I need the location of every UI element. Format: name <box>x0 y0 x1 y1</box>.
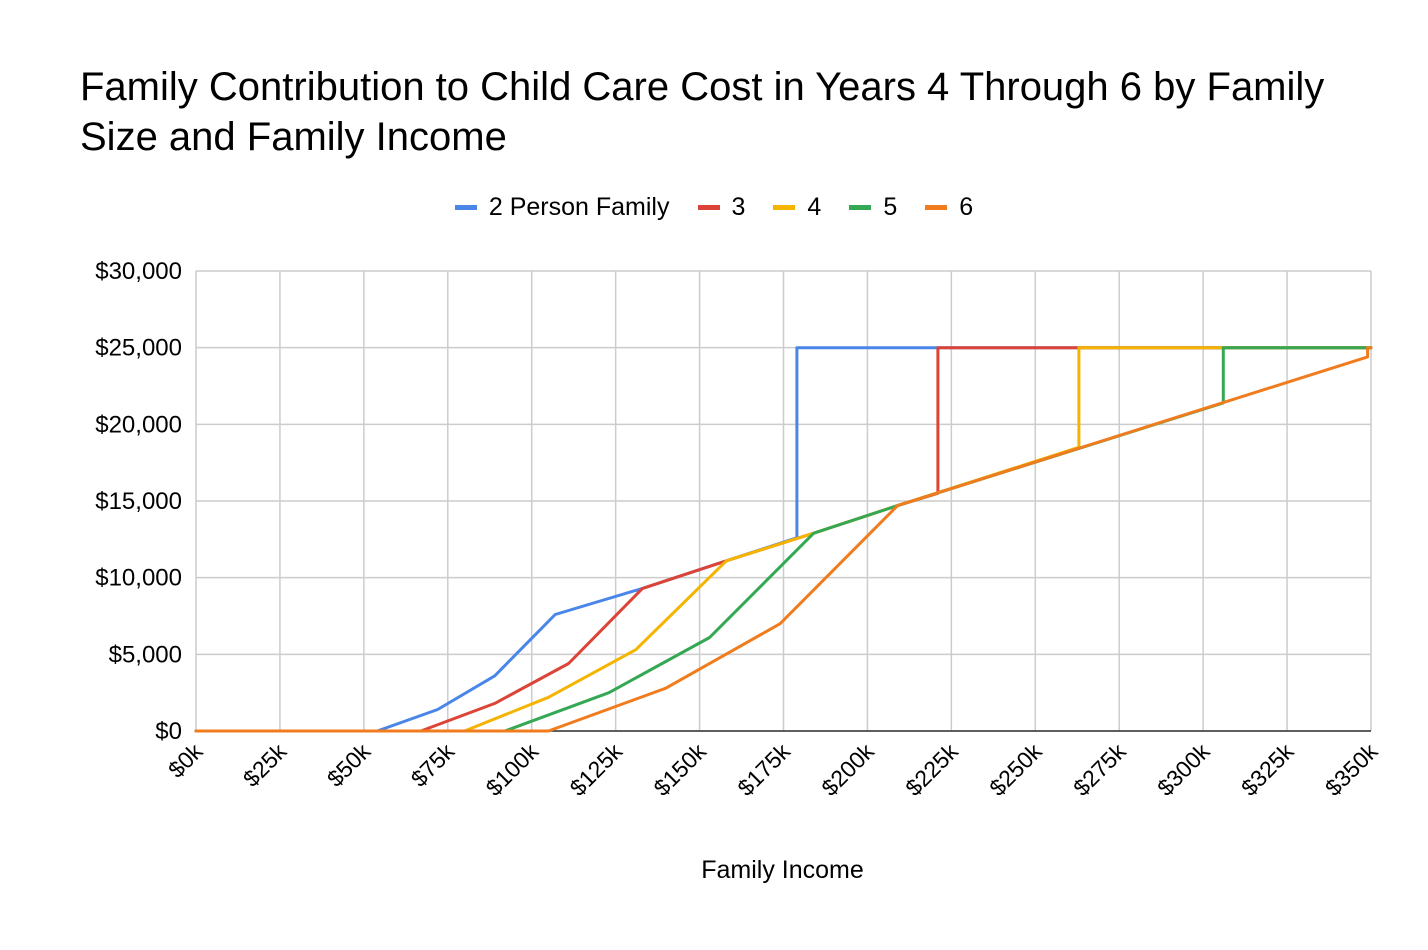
y-tick-label: $25,000 <box>95 335 182 362</box>
x-tick-label: $50k <box>322 738 376 792</box>
x-axis-title: Family Income <box>701 856 864 884</box>
x-tick-label: $75k <box>406 738 460 792</box>
y-tick-label: $0 <box>155 718 182 745</box>
legend-item-1: 2 Person Family <box>454 192 670 222</box>
legend-item-4: 5 <box>849 193 897 222</box>
y-tick-label: $10,000 <box>95 565 182 592</box>
y-tick-label: $20,000 <box>95 411 182 438</box>
series-line-5 <box>194 346 1373 733</box>
x-tick-label: $250k <box>984 738 1047 801</box>
y-tick-label: $15,000 <box>95 488 182 515</box>
legend-label: 4 <box>807 192 822 221</box>
legend: 2 Person Family 3 4 5 6 <box>0 190 1428 224</box>
x-tick-label: $225k <box>900 738 963 801</box>
x-tick-label: $150k <box>648 738 711 801</box>
legend-swatch <box>697 204 720 210</box>
legend-item-3: 4 <box>773 193 821 222</box>
legend-label: 5 <box>883 192 898 221</box>
legend-swatch <box>849 204 872 210</box>
legend-label: 3 <box>731 192 746 221</box>
x-tick-label: $350k <box>1320 738 1383 801</box>
x-tick-label: $300k <box>1152 738 1215 801</box>
series-line-4 <box>194 346 1373 733</box>
legend-swatch <box>454 204 477 210</box>
x-tick-label: $325k <box>1236 738 1299 801</box>
x-tick-label: $25k <box>238 738 292 792</box>
series-line-3 <box>194 346 1373 733</box>
x-tick-label: $100k <box>481 738 544 801</box>
legend-swatch <box>773 204 796 210</box>
y-tick-label: $5,000 <box>109 641 182 668</box>
x-tick-label: $125k <box>564 738 627 801</box>
legend-item-5: 6 <box>925 193 973 222</box>
legend-label: 2 Person Family <box>488 192 670 221</box>
legend-swatch <box>925 204 948 210</box>
legend-item-2: 3 <box>697 192 746 222</box>
x-tick-label: $200k <box>816 738 879 801</box>
series-line-1 <box>194 346 1373 733</box>
y-tick-label: $30,000 <box>95 258 182 285</box>
legend-label: 6 <box>959 192 974 221</box>
x-tick-label: $275k <box>1068 738 1131 801</box>
chart-title: Family Contribution to Child Care Cost i… <box>80 65 1325 159</box>
x-tick-label: $175k <box>732 738 795 801</box>
